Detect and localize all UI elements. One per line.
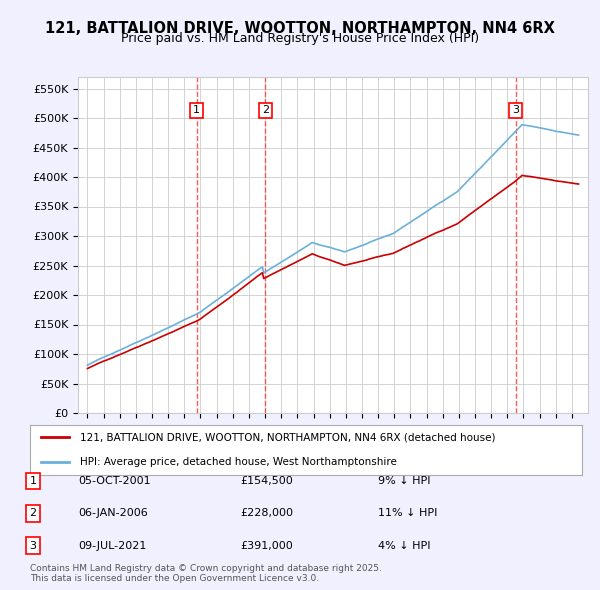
Text: 4% ↓ HPI: 4% ↓ HPI xyxy=(378,541,431,550)
Text: 1: 1 xyxy=(29,476,37,486)
Text: 1: 1 xyxy=(193,106,200,115)
Text: 121, BATTALION DRIVE, WOOTTON, NORTHAMPTON, NN4 6RX (detached house): 121, BATTALION DRIVE, WOOTTON, NORTHAMPT… xyxy=(80,432,495,442)
Text: 2: 2 xyxy=(262,106,269,115)
Text: 06-JAN-2006: 06-JAN-2006 xyxy=(78,509,148,518)
Text: 3: 3 xyxy=(512,106,519,115)
Text: £391,000: £391,000 xyxy=(240,541,293,550)
Text: 05-OCT-2001: 05-OCT-2001 xyxy=(78,476,151,486)
Text: 2: 2 xyxy=(29,509,37,518)
Text: 9% ↓ HPI: 9% ↓ HPI xyxy=(378,476,431,486)
Text: 09-JUL-2021: 09-JUL-2021 xyxy=(78,541,146,550)
Text: 121, BATTALION DRIVE, WOOTTON, NORTHAMPTON, NN4 6RX: 121, BATTALION DRIVE, WOOTTON, NORTHAMPT… xyxy=(45,21,555,35)
Text: £228,000: £228,000 xyxy=(240,509,293,518)
Text: £154,500: £154,500 xyxy=(240,476,293,486)
Text: 11% ↓ HPI: 11% ↓ HPI xyxy=(378,509,437,518)
Text: HPI: Average price, detached house, West Northamptonshire: HPI: Average price, detached house, West… xyxy=(80,457,397,467)
Text: 3: 3 xyxy=(29,541,37,550)
Text: Contains HM Land Registry data © Crown copyright and database right 2025.
This d: Contains HM Land Registry data © Crown c… xyxy=(30,563,382,583)
Text: Price paid vs. HM Land Registry's House Price Index (HPI): Price paid vs. HM Land Registry's House … xyxy=(121,32,479,45)
